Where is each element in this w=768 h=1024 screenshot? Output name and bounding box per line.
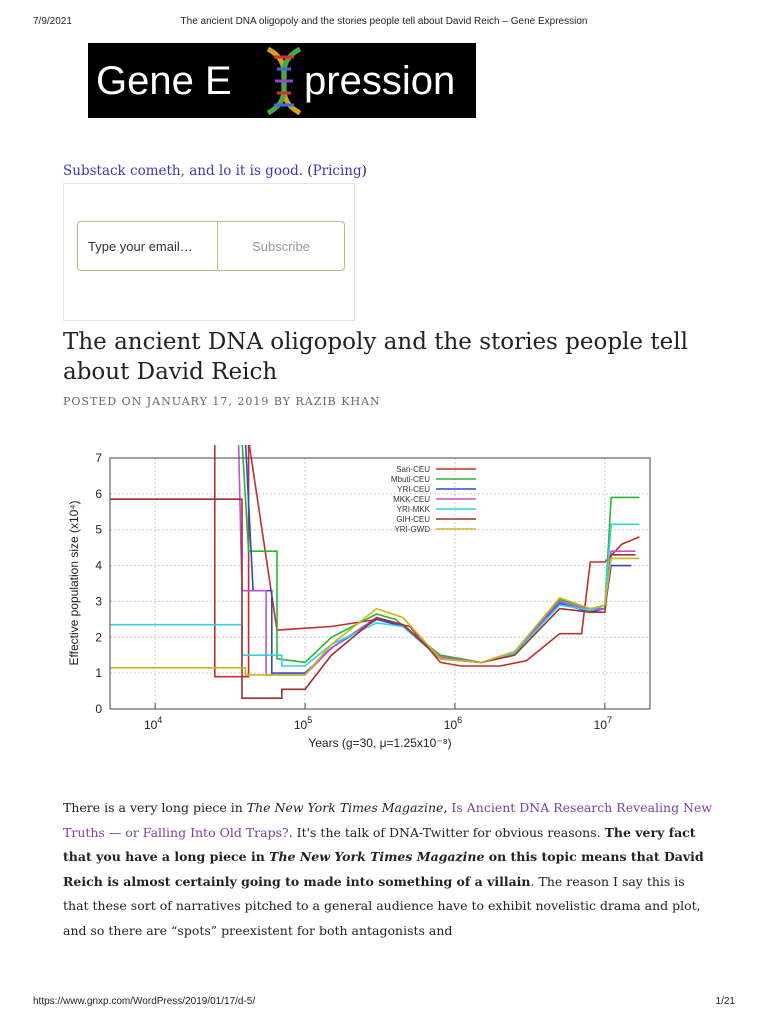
post-title: The ancient DNA oligopoly and the storie… [63,329,688,385]
chart-series-line [110,523,640,667]
chart-y-tick-label: 1 [95,666,102,680]
chart-y-tick-label: 0 [95,702,102,716]
site-logo[interactable]: Gene E pression [88,43,476,118]
logo-text-right: pression [304,59,456,103]
dna-helix-icon [266,47,302,115]
subscribe-widget: Subscribe [63,183,355,321]
chart-x-tick-label: 107 [594,715,612,732]
bold-text: The very fact that you have a long piece… [63,825,704,889]
chart-legend-label: YRI-CEU [397,485,430,494]
chart-series-line [241,445,640,664]
magazine-name: The New York Times Magazine [246,800,444,815]
chart-y-tick-label: 4 [95,559,102,573]
chart-legend-label: YRI-MKK [397,505,431,514]
print-page-title: The ancient DNA oligopoly and the storie… [180,16,588,27]
email-input[interactable] [77,221,217,271]
chart-legend-label: MKK-CEU [393,495,430,504]
promo-paren-open: ( [303,163,313,179]
promo-paren-close: ) [361,163,367,179]
article-text: . It's the talk of DNA-Twitter for obvio… [288,824,605,840]
chart-x-tick-label: 106 [444,715,462,732]
chart-x-tick-label: 104 [144,715,162,732]
post-meta: POSTED ON JANUARY 17, 2019 BY RAZIB KHAN [63,395,381,408]
print-page-number: 1/21 [715,996,735,1007]
chart-legend-label: GIH-CEU [396,515,430,524]
author-link[interactable]: RAZIB KHAN [295,395,381,408]
chart-series-line [110,557,640,676]
substack-link[interactable]: Substack cometh, and lo it is good. [63,163,304,179]
chart-series-line [214,445,640,678]
psmc-chart: 0 1 2 3 4 5 6 7 104 105 106 107 Effective populatio… [67,445,651,750]
article-text: . The reason I say this is that these so… [63,873,701,938]
chart-series-line [110,498,636,699]
chart-x-axis-label: Years (g=30, μ=1.25x10⁻⁸) [308,736,451,750]
bold-text-part: The very fact that you have a long piece… [63,824,696,865]
bold-text-part: on this topic means that David Reich is … [63,849,704,889]
chart-x-tick-label: 105 [294,715,312,732]
pricing-link[interactable]: Pricing [312,163,362,179]
nyt-article-link[interactable]: Is Ancient DNA Research Revealing New Tr… [63,800,713,840]
article-paragraph: There is a very long piece in The New Yo… [63,796,713,943]
chart-y-tick-label: 6 [95,487,102,501]
substack-promo: Substack cometh, and lo it is good. (Pri… [63,162,367,180]
print-url: https://www.gnxp.com/WordPress/2019/01/1… [33,996,256,1007]
chart-legend-label: YRI-GWD [394,525,430,534]
post-date: POSTED ON JANUARY 17, 2019 BY [63,395,296,408]
chart-y-tick-label: 7 [95,451,102,465]
print-date: 7/9/2021 [33,16,72,27]
chart-legend-label: Mbuti-CEU [391,475,430,484]
article-text: , [443,800,452,815]
subscribe-button[interactable]: Subscribe [217,221,345,271]
chart-y-tick-label: 5 [95,523,102,537]
chart-y-tick-label: 3 [95,594,102,608]
chart-y-axis-label: Effective population size (x10⁴) [67,500,81,665]
chart-legend-label: San-CEU [396,465,430,474]
chart-y-tick-label: 2 [95,630,102,644]
logo-text-left: Gene E [96,59,232,103]
magazine-name-bold: The New York Times Magazine [269,849,485,864]
article-text: There is a very long piece in [63,800,247,815]
